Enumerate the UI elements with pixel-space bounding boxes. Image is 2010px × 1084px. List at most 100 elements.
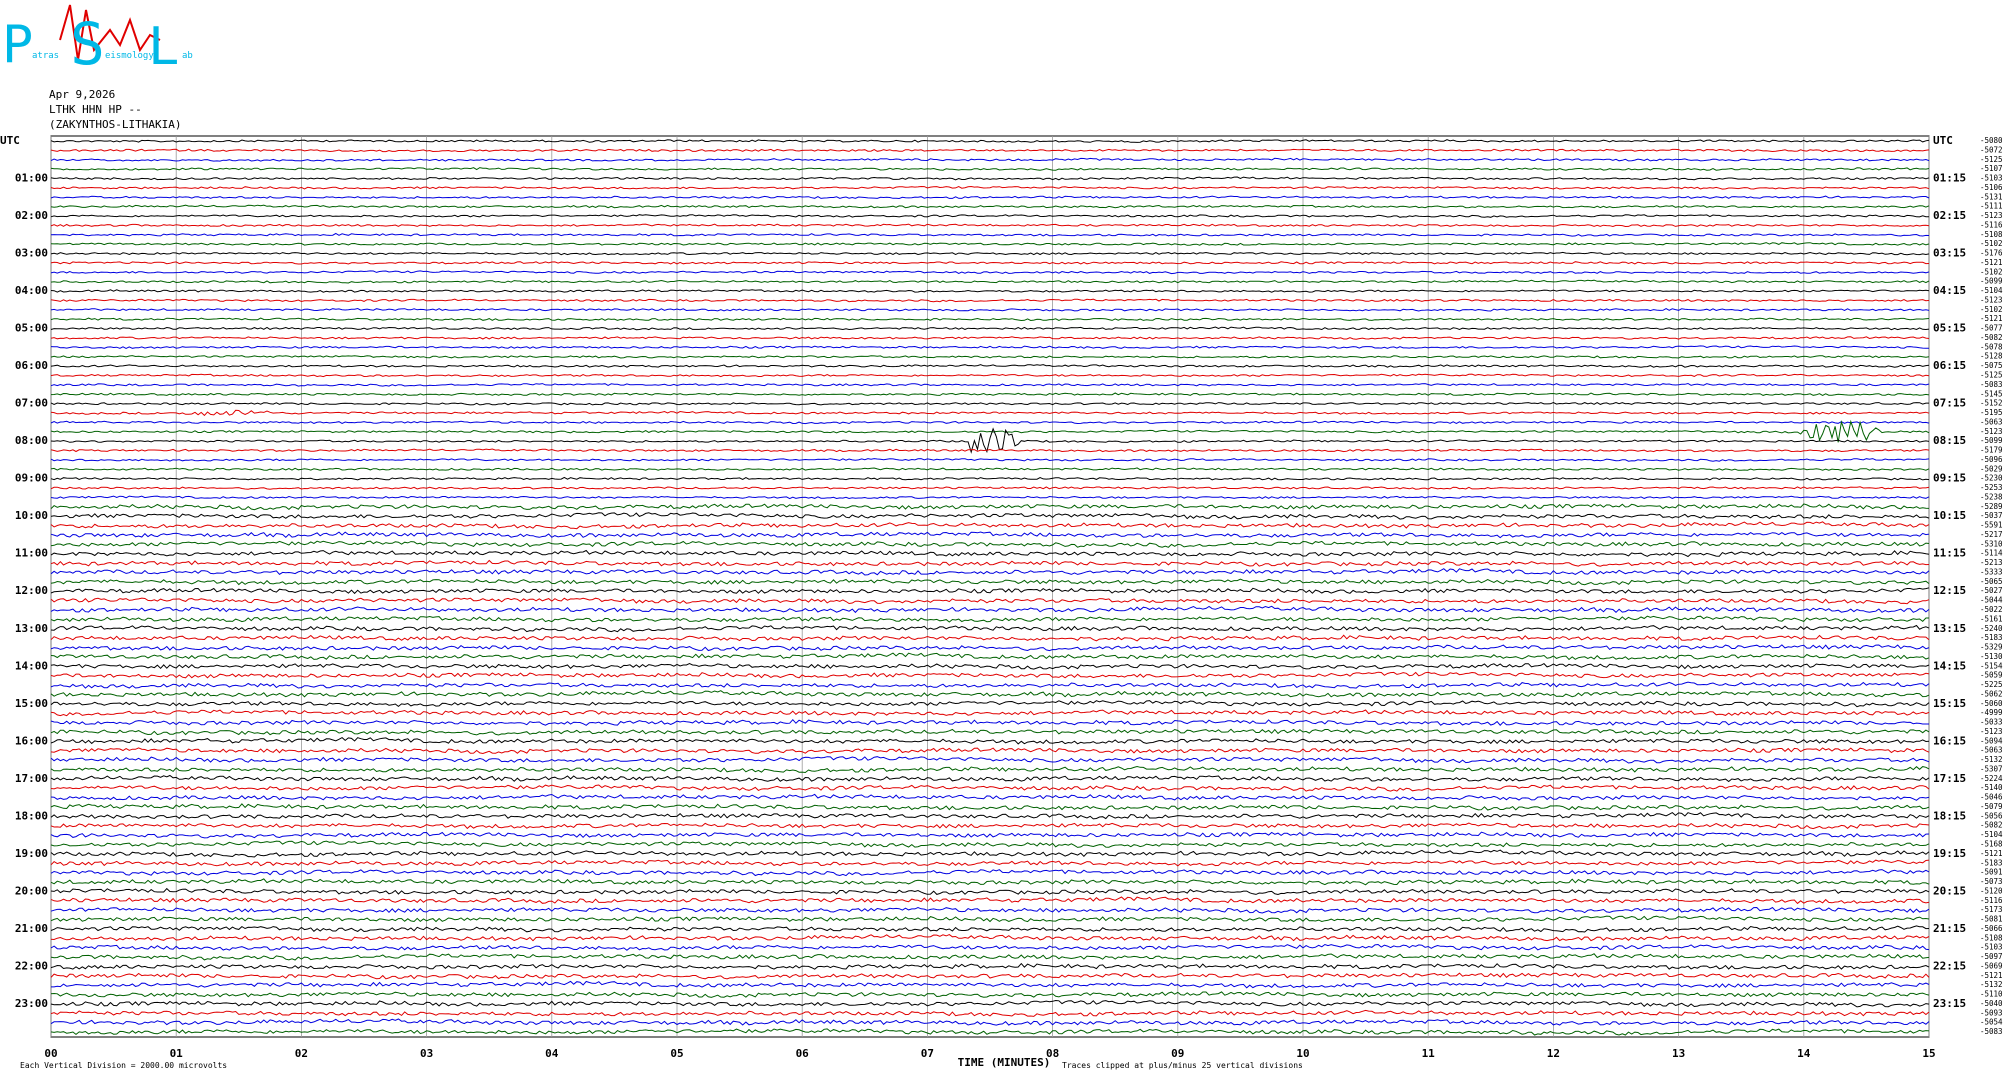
left-time-label: 18:00 [15, 809, 48, 822]
trace [50, 317, 1930, 322]
trace [50, 999, 1930, 1008]
trace [50, 925, 1930, 933]
right-time-label: 04:15 [1933, 284, 1966, 297]
offset-label: -5110 [1980, 990, 2003, 999]
trace [50, 831, 1930, 839]
trace [50, 803, 1930, 811]
offset-label: -5096 [1980, 455, 2003, 464]
offset-label: -5062 [1980, 689, 2003, 698]
left-time-label: 09:00 [15, 472, 48, 485]
offset-label: -5168 [1980, 840, 2003, 849]
trace [50, 1018, 1930, 1026]
offset-label: -5173 [1980, 905, 2003, 914]
trace [50, 232, 1930, 237]
trace [50, 784, 1930, 792]
x-axis-title: TIME (MINUTES) [958, 1056, 1051, 1069]
right-time-label: 16:15 [1933, 734, 1966, 747]
offset-label: -5111 [1980, 202, 2003, 211]
trace [50, 690, 1930, 698]
trace [50, 540, 1930, 548]
left-time-label: 08:00 [15, 434, 48, 447]
trace [50, 251, 1930, 256]
left-time-label: 11:00 [15, 547, 48, 560]
trace [50, 597, 1930, 605]
trace [50, 822, 1930, 830]
left-time-label: 23:00 [15, 997, 48, 1010]
location: (ZAKYNTHOS-LITHAKIA) [49, 118, 181, 131]
offset-label: -5029 [1980, 464, 2003, 473]
offset-label: -5240 [1980, 624, 2003, 633]
right-time-label: 05:15 [1933, 322, 1966, 335]
offset-label: -5253 [1980, 483, 2003, 492]
trace [50, 1028, 1930, 1036]
right-time-label: 18:15 [1933, 809, 1966, 822]
trace [50, 811, 1930, 820]
offset-label: -5591 [1980, 521, 2003, 530]
offset-label: -5116 [1980, 220, 2003, 229]
offset-label: -5103 [1980, 174, 2003, 183]
offset-label: -5120 [1980, 886, 2003, 895]
offset-label: -5225 [1980, 680, 2003, 689]
offset-label: -5140 [1980, 783, 2003, 792]
right-time-label: 12:15 [1933, 584, 1966, 597]
offset-label: -5179 [1980, 446, 2003, 455]
offset-label: -5125 [1980, 155, 2003, 164]
offset-label: -5072 [1980, 145, 2003, 154]
trace [50, 1009, 1930, 1017]
left-time-label: 03:00 [15, 247, 48, 260]
offset-label: -5195 [1980, 408, 2003, 417]
trace [50, 289, 1930, 293]
trace [50, 195, 1930, 200]
trace [50, 840, 1930, 848]
offset-label: -5102 [1980, 239, 2003, 248]
x-tick-label: 11 [1422, 1047, 1436, 1060]
trace [50, 615, 1929, 623]
trace [50, 869, 1930, 877]
x-tick-label: 03 [420, 1047, 433, 1060]
trace [50, 167, 1930, 171]
trace [50, 559, 1930, 567]
offset-label: -5121 [1980, 971, 2003, 980]
x-tick-label: 13 [1672, 1047, 1685, 1060]
right-time-label: 22:15 [1933, 959, 1966, 972]
right-time-label: 19:15 [1933, 847, 1966, 860]
trace [50, 605, 1930, 614]
left-time-label: 21:00 [15, 922, 48, 935]
logo-small: atras [32, 51, 59, 61]
offset-label: -5079 [1980, 802, 2003, 811]
trace [50, 736, 1930, 745]
trace [50, 382, 1930, 387]
left-time-label: 13:00 [15, 622, 48, 635]
trace [50, 624, 1930, 633]
right-time-label: 17:15 [1933, 772, 1966, 785]
right-time-label: 02:15 [1933, 209, 1966, 222]
logo-letter: S [70, 10, 105, 78]
offset-label: -5154 [1980, 661, 2003, 670]
x-tick-label: 08 [1046, 1047, 1059, 1060]
offset-label: -5123 [1980, 727, 2003, 736]
trace [50, 943, 1930, 951]
left-time-label: 05:00 [15, 322, 48, 335]
trace [50, 681, 1930, 689]
left-time-label: 06:00 [15, 359, 48, 372]
left-time-label: 12:00 [15, 584, 48, 597]
left-time-label: 02:00 [15, 209, 48, 222]
offset-label: -5102 [1980, 267, 2003, 276]
x-tick-label: 02 [295, 1047, 308, 1060]
offset-label: -4999 [1980, 708, 2003, 717]
offset-label: -5123 [1980, 295, 2003, 304]
trace [50, 718, 1929, 726]
right-time-label: 01:15 [1933, 172, 1966, 185]
offset-label: -5104 [1980, 286, 2003, 295]
offset-label: -5114 [1980, 549, 2003, 558]
offset-label: -5099 [1980, 436, 2003, 445]
offset-label: -5044 [1980, 596, 2003, 605]
trace [50, 587, 1930, 595]
left-time-label: 01:00 [15, 172, 48, 185]
x-tick-label: 12 [1547, 1047, 1560, 1060]
trace [50, 662, 1930, 670]
offset-label: -5123 [1980, 211, 2003, 220]
offset-label: -5081 [1980, 915, 2003, 924]
trace [50, 420, 1930, 425]
